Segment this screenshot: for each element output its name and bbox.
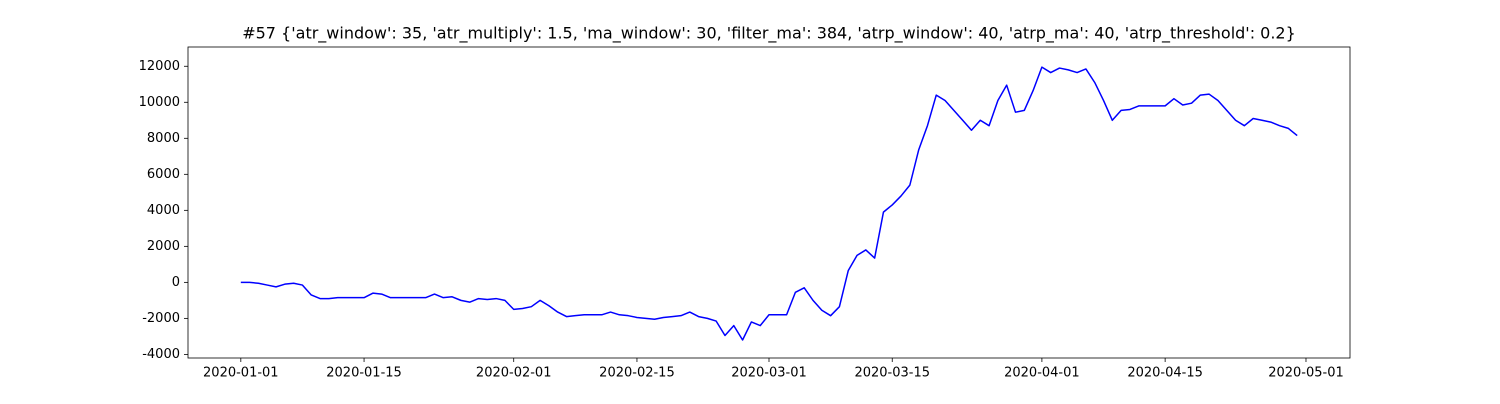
line-series [240, 66, 1298, 341]
y-tick-label: 8000 [147, 131, 180, 146]
y-tick-label: 6000 [147, 167, 180, 182]
plot-frame [187, 46, 1351, 359]
y-tick-label: 4000 [147, 203, 180, 218]
y-tick-label: -2000 [142, 311, 180, 326]
x-tick-label: 2020-03-01 [731, 366, 807, 381]
y-tick-label: 12000 [139, 59, 180, 74]
y-tick-label: 2000 [147, 239, 180, 254]
chart-title: #57 {'atr_window': 35, 'atr_multiply': 1… [242, 24, 1296, 44]
x-tick-label: 2020-02-15 [599, 366, 675, 381]
x-tick-label: 2020-04-01 [1004, 366, 1080, 381]
y-tick-label: 10000 [139, 95, 180, 110]
x-tick-label: 2020-05-01 [1268, 366, 1344, 381]
x-tick-label: 2020-01-01 [203, 366, 279, 381]
x-tick-label: 2020-02-01 [476, 366, 552, 381]
x-tick-label: 2020-03-15 [854, 366, 930, 381]
x-tick-label: 2020-04-15 [1127, 366, 1203, 381]
x-tick-label: 2020-01-15 [326, 366, 402, 381]
y-tick-label: 0 [172, 275, 180, 290]
y-tick-label: -4000 [142, 347, 180, 362]
